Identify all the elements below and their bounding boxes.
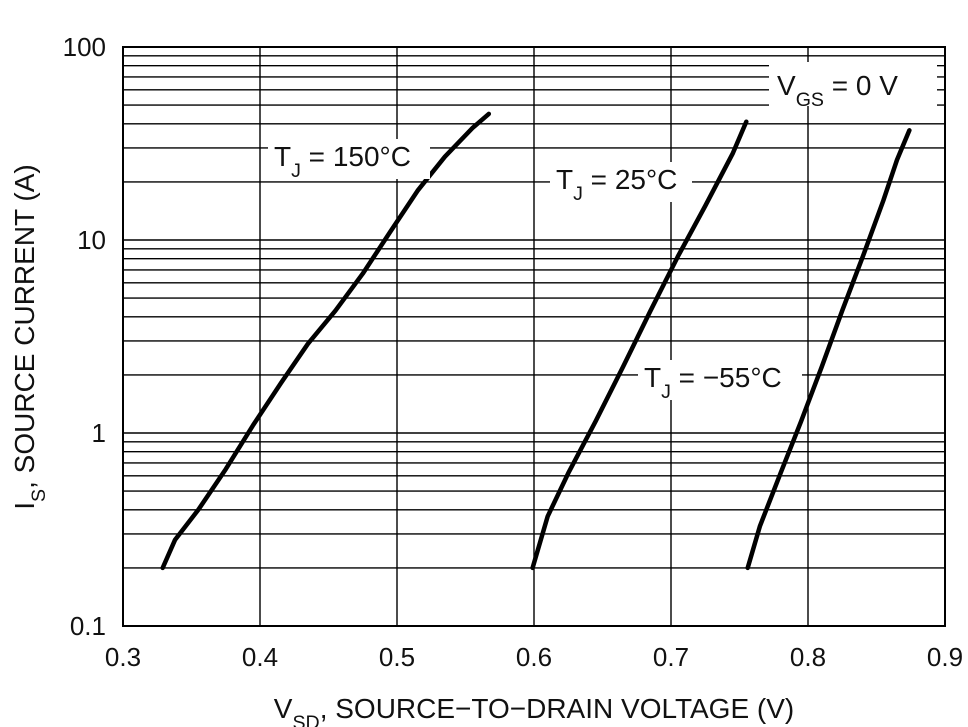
series-label-1: TJ = 150°C <box>274 141 411 182</box>
condition-label: VGS = 0 V <box>777 70 898 111</box>
series-label-3: TJ = −55°C <box>644 362 782 403</box>
series-label-background <box>550 162 692 202</box>
x-tick-label: 0.9 <box>927 642 963 672</box>
y-tick-label: 0.1 <box>70 611 106 641</box>
series-line-1 <box>160 111 492 571</box>
series-label-background <box>638 360 802 400</box>
x-tick-label: 0.3 <box>105 642 141 672</box>
x-tick-label: 0.8 <box>790 642 826 672</box>
y-tick-label: 1 <box>92 418 106 448</box>
series-line-3 <box>745 128 912 571</box>
x-tick-label: 0.5 <box>379 642 415 672</box>
x-tick-label: 0.6 <box>516 642 552 672</box>
y-tick-label: 10 <box>77 225 106 255</box>
curves <box>160 111 912 571</box>
series-line-2 <box>530 119 749 571</box>
y-axis-title: IS, SOURCE CURRENT (A) <box>9 164 50 509</box>
condition-label-background <box>769 62 937 106</box>
y-tick-label: 100 <box>63 32 106 62</box>
grid <box>122 46 946 627</box>
axis-titles: VSD, SOURCE−TO−DRAIN VOLTAGE (V) IS, SOUR… <box>9 164 794 727</box>
series-label-background <box>268 139 430 179</box>
plot-frame <box>122 46 946 627</box>
x-tick-label: 0.4 <box>242 642 278 672</box>
x-tick-label: 0.7 <box>653 642 689 672</box>
curve-labels: TJ = 150°C TJ = 25°C TJ = −55°C VGS = 0 V <box>268 62 937 403</box>
tick-labels: 0.3 0.4 0.5 0.6 0.7 0.8 0.9 0.1 1 10 100 <box>63 32 963 672</box>
x-axis-title: VSD, SOURCE−TO−DRAIN VOLTAGE (V) <box>274 693 794 727</box>
series-label-2: TJ = 25°C <box>556 164 677 205</box>
